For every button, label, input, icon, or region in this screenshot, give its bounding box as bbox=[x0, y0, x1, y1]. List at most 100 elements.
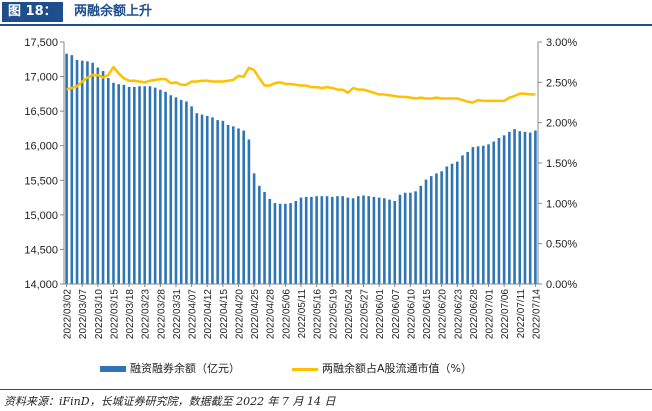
bar bbox=[299, 197, 303, 284]
chart-svg: 14,000 14,500 15,000 15,500 16,000 16,500 17,0… bbox=[24, 37, 577, 339]
bar bbox=[91, 62, 94, 284]
bar bbox=[153, 87, 157, 284]
bar bbox=[398, 194, 402, 284]
bar bbox=[106, 77, 110, 284]
bar bbox=[403, 192, 407, 284]
bar bbox=[362, 195, 365, 284]
right-tick-label: 1.00% bbox=[546, 198, 577, 210]
bar bbox=[122, 84, 126, 284]
bar bbox=[466, 151, 469, 284]
header-divider bbox=[0, 24, 652, 26]
x-tick-label: 2022/04/28 bbox=[266, 289, 277, 339]
x-tick-label: 2022/03/15 bbox=[109, 289, 120, 339]
x-tick-label: 2022/04/15 bbox=[219, 289, 230, 339]
bar bbox=[388, 199, 391, 284]
bar bbox=[487, 144, 490, 284]
bar bbox=[528, 132, 532, 284]
bar bbox=[190, 106, 193, 284]
bar bbox=[278, 203, 282, 284]
bar bbox=[325, 196, 329, 284]
x-tick-label: 2022/07/01 bbox=[485, 289, 496, 339]
bar bbox=[414, 191, 417, 284]
bar bbox=[65, 53, 68, 284]
bar bbox=[471, 147, 475, 284]
bar bbox=[341, 196, 344, 284]
x-tick-label: 2022/06/28 bbox=[469, 289, 480, 339]
bar bbox=[169, 95, 173, 285]
legend-swatch-line bbox=[292, 367, 318, 371]
legend-label-margin-balance: 融资融券余额（亿元） bbox=[130, 362, 240, 375]
bar bbox=[440, 171, 443, 284]
bar bbox=[450, 163, 454, 284]
right-tick-label: 1.50% bbox=[546, 158, 577, 170]
right-tick-label: 2.50% bbox=[546, 77, 577, 89]
x-tick-label: 2022/03/10 bbox=[94, 289, 105, 339]
bar bbox=[247, 139, 251, 284]
x-tick-label: 2022/03/07 bbox=[78, 289, 89, 339]
x-tick-label: 2022/05/24 bbox=[344, 289, 355, 339]
x-tick-label: 2022/03/02 bbox=[63, 289, 74, 339]
bar bbox=[205, 115, 209, 284]
bar bbox=[143, 86, 147, 284]
x-tick-label: 2022/05/19 bbox=[328, 289, 339, 339]
bar bbox=[164, 91, 167, 284]
left-tick-label: 15,500 bbox=[24, 175, 58, 187]
legend-label-ratio: 两融余额占A股流通市值（%） bbox=[322, 362, 472, 375]
bar bbox=[289, 203, 292, 284]
left-tick-label: 17,500 bbox=[24, 37, 58, 49]
bar bbox=[127, 86, 131, 284]
ratio-line bbox=[66, 65, 536, 104]
bar bbox=[383, 198, 386, 284]
bar bbox=[117, 84, 120, 285]
bar bbox=[80, 60, 84, 284]
bar bbox=[258, 185, 261, 284]
bar bbox=[419, 185, 423, 284]
x-tick-label: 2022/06/07 bbox=[391, 289, 402, 339]
bar bbox=[273, 203, 277, 284]
bar bbox=[476, 146, 480, 284]
bar bbox=[513, 129, 516, 284]
bar bbox=[195, 113, 199, 284]
bar bbox=[70, 55, 74, 284]
bar bbox=[424, 179, 428, 284]
bar bbox=[367, 196, 371, 284]
bar bbox=[252, 173, 256, 284]
right-tick-label: 0.00% bbox=[546, 279, 577, 291]
bar bbox=[133, 86, 136, 284]
bar bbox=[508, 131, 511, 284]
bar bbox=[534, 130, 537, 284]
x-tick-label: 2022/06/10 bbox=[406, 289, 417, 339]
x-tick-label: 2022/07/14 bbox=[531, 289, 542, 339]
left-tick-label: 16,500 bbox=[24, 106, 58, 118]
x-tick-label: 2022/03/23 bbox=[141, 289, 152, 339]
bar bbox=[148, 86, 152, 284]
x-tick-label: 2022/07/06 bbox=[500, 289, 511, 339]
x-tick-label: 2022/05/11 bbox=[297, 289, 308, 339]
chart-legend: 融资融券余额（亿元） 两融余额占A股流通市值（%） bbox=[0, 360, 652, 378]
legend-item-margin-balance: 融资融券余额（亿元） bbox=[100, 360, 240, 378]
bar bbox=[263, 192, 266, 284]
bar bbox=[237, 128, 240, 284]
bar bbox=[393, 201, 397, 284]
bar bbox=[304, 196, 308, 284]
x-tick-label: 2022/04/07 bbox=[188, 289, 199, 339]
x-tick-label: 2022/04/12 bbox=[203, 289, 214, 339]
right-tick-label: 3.00% bbox=[546, 37, 577, 49]
bar bbox=[320, 196, 324, 284]
x-tick-label: 2022/06/01 bbox=[375, 289, 386, 339]
bar bbox=[226, 124, 230, 284]
bar bbox=[336, 196, 339, 284]
bar bbox=[231, 126, 235, 284]
bar bbox=[523, 131, 527, 284]
left-tick-label: 17,000 bbox=[24, 72, 58, 84]
bar bbox=[75, 59, 79, 285]
figure-number: 图 18： bbox=[2, 2, 63, 22]
bar bbox=[409, 192, 412, 284]
bar bbox=[492, 141, 496, 284]
bar bbox=[315, 196, 318, 284]
bar bbox=[518, 131, 522, 284]
bar bbox=[377, 197, 381, 284]
x-tick-label: 2022/05/06 bbox=[281, 289, 292, 339]
left-tick-label: 14,500 bbox=[24, 244, 58, 256]
x-tick-label: 2022/03/28 bbox=[156, 289, 167, 339]
